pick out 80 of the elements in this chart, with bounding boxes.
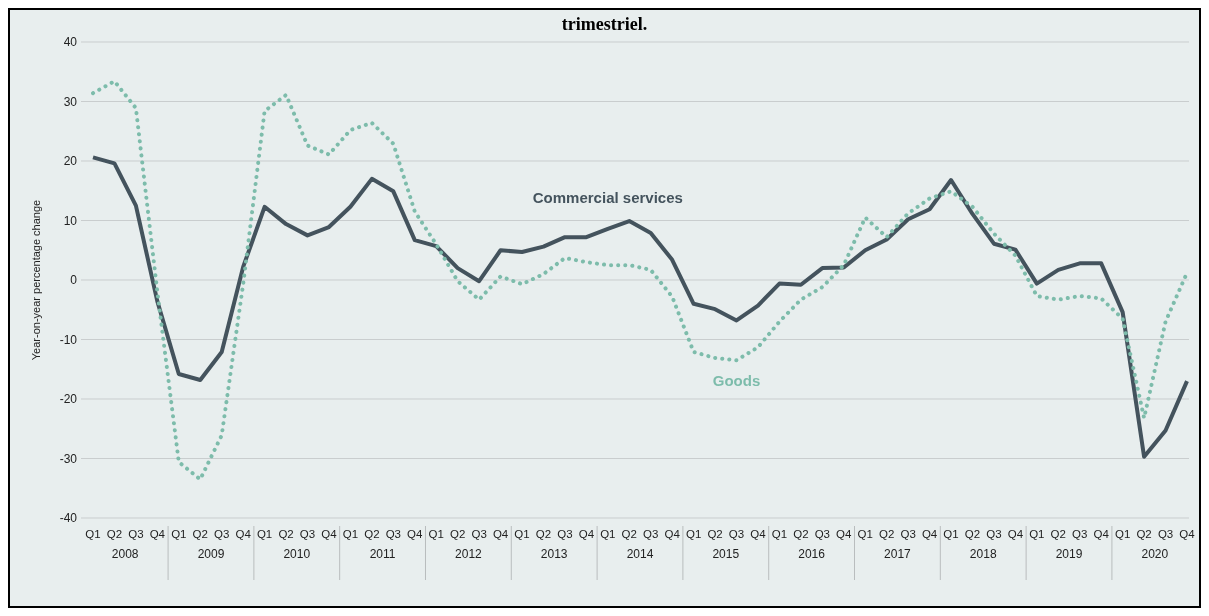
series-label: Commercial services	[532, 188, 683, 206]
x-tick-label: Q1	[428, 528, 444, 540]
text: 2010	[283, 547, 311, 561]
x-tick-label: Q3	[299, 528, 316, 540]
x-tick-label: Q1	[771, 528, 788, 540]
chart-title: trimestriel.	[561, 14, 648, 34]
x-tick-label: Q4	[321, 528, 338, 540]
x-tick-label: Q4	[664, 528, 681, 540]
text: 2016	[798, 547, 826, 561]
x-tick-label: Q2	[1136, 528, 1152, 540]
x-tick-label: Q4	[921, 528, 938, 540]
x-tick-label: Q4	[578, 528, 595, 540]
x-tick-label: Q2	[449, 528, 466, 540]
text: 2008	[111, 547, 139, 561]
y-tick-label: 0	[70, 273, 78, 288]
x-tick-label: Q4	[750, 528, 767, 540]
x-tick-label: Q3	[986, 528, 1002, 540]
x-tick-label: Q3	[728, 528, 745, 540]
x-tick-label: Q2	[1050, 528, 1066, 540]
x-tick-label: Q1	[600, 528, 616, 540]
text: 2019	[1055, 547, 1083, 561]
y-tick-label: 10	[63, 213, 78, 228]
x-tick-label: Q2	[879, 528, 895, 540]
y-tick-label: -40	[59, 511, 78, 526]
x-tick-label: Q2	[535, 528, 552, 540]
y-axis-title: Year-on-year percentage change	[30, 199, 42, 361]
line-series	[91, 79, 1189, 482]
x-tick-label: Q1	[1114, 528, 1131, 540]
x-tick-label: Q4	[1093, 528, 1110, 540]
y-tick-label: 20	[63, 154, 78, 169]
x-tick-label: Q1	[685, 528, 702, 540]
text: 2009	[197, 547, 225, 561]
y-tick-label: 30	[63, 94, 78, 109]
text: 2018	[969, 547, 997, 561]
x-tick-label: Q4	[1007, 528, 1024, 540]
x-tick-label: Q4	[836, 528, 853, 540]
x-tick-label: Q1	[857, 528, 873, 540]
x-tick-label: Q1	[1029, 528, 1045, 540]
x-tick-label: Q1	[171, 528, 187, 540]
x-tick-label: Q4	[235, 528, 252, 540]
x-tick-label: Q4	[492, 528, 509, 540]
x-tick-label: Q3	[128, 528, 144, 540]
text: 2011	[369, 547, 396, 561]
x-tick-label: Q1	[256, 528, 273, 540]
x-tick-label: Q1	[943, 528, 959, 540]
x-tick-label: Q3	[814, 528, 831, 540]
text: 2017	[884, 547, 912, 561]
x-tick-label: Q2	[364, 528, 380, 540]
x-tick-label: Q1	[342, 528, 359, 540]
x-tick-label: Q3	[1072, 528, 1088, 540]
x-tick-label: Q3	[643, 528, 659, 540]
x-tick-label: Q4	[149, 528, 166, 540]
x-tick-label: Q4	[407, 528, 424, 540]
x-tick-label: Q3	[214, 528, 230, 540]
text: 2013	[540, 547, 568, 561]
x-tick-label: Q3	[900, 528, 916, 540]
text: 2015	[712, 547, 740, 561]
x-tick-label: Q4	[1179, 528, 1196, 540]
y-tick-label: 40	[63, 35, 78, 50]
x-tick-label: Q3	[1157, 528, 1174, 540]
x-tick-label: Q2	[621, 528, 637, 540]
x-tick-label: Q2	[964, 528, 981, 540]
y-tick-label: -20	[59, 392, 78, 407]
x-tick-label: Q2	[192, 528, 208, 540]
x-tick-label: Q3	[471, 528, 487, 540]
series-label: Goods	[712, 372, 761, 390]
y-tick-label: -30	[59, 451, 78, 466]
x-tick-label: Q2	[793, 528, 809, 540]
x-tick-label: Q2	[278, 528, 294, 540]
x-tick-label: Q2	[707, 528, 723, 540]
x-tick-label: Q3	[385, 528, 401, 540]
text: 2020	[1141, 547, 1169, 561]
x-tick-label: Q1	[514, 528, 530, 540]
text: 2014	[626, 547, 654, 561]
x-tick-label: Q1	[85, 528, 101, 540]
x-tick-label: Q3	[557, 528, 573, 540]
x-tick-label: Q2	[106, 528, 123, 540]
line-series	[91, 155, 1189, 459]
text: 2012	[455, 547, 483, 561]
y-tick-label: -10	[59, 332, 78, 347]
